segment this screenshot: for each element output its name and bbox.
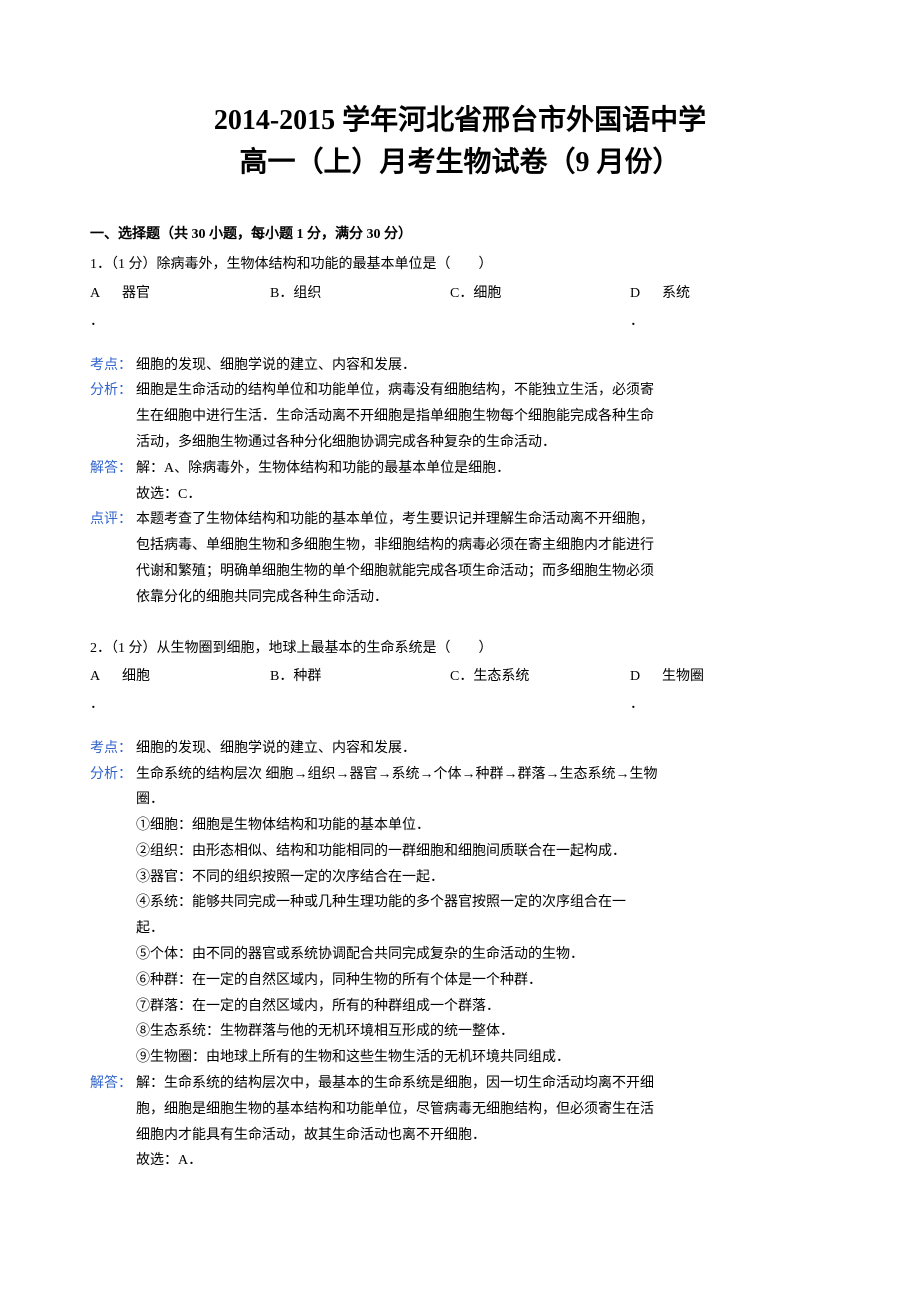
q2-opt-d-text: 生物圈: [662, 666, 810, 688]
q2-fenxi-l2: 圈．: [90, 788, 830, 812]
q1-dianping-l2: 包括病毒、单细胞生物和多细胞生物，非细胞结构的病毒必须在寄主细胞内才能进行: [90, 534, 830, 558]
q1-fenxi-l3: 活动，多细胞生物通过各种分化细胞协调完成各种复杂的生命活动．: [90, 431, 830, 455]
q2-fenxi-l8: ⑤个体：由不同的器官或系统协调配合共同完成复杂的生命活动的生物．: [90, 943, 830, 967]
q1-options: A 器官 B．组织 C．细胞 D 系统: [90, 283, 830, 305]
q2-jieda-l3: 细胞内才能具有生命活动，故其生命活动也离不开细胞．: [90, 1124, 830, 1148]
q2-fenxi-l9: ⑥种群：在一定的自然区域内，同种生物的所有个体是一个种群．: [90, 969, 830, 993]
q1-opt-d-text: 系统: [662, 283, 810, 305]
q2-text: 2．（1 分）从生物圈到细胞，地球上最基本的生命系统是（ ）: [90, 638, 830, 660]
jieda-label: 解答：: [90, 1072, 136, 1096]
q2-kaodian: 细胞的发现、细胞学说的建立、内容和发展．: [136, 737, 830, 761]
q1-jieda-l1: 解：A、除病毒外，生物体结构和功能的最基本单位是细胞．: [136, 457, 830, 481]
q1-opt-b: B．组织: [270, 283, 450, 305]
q2-dot-d: ．: [630, 694, 662, 716]
q2-fenxi-l7: 起．: [90, 917, 830, 941]
q2-dot-row: ． ．: [90, 694, 830, 716]
q1-fenxi-l2: 生在细胞中进行生活．生命活动离不开细胞是指单细胞生物每个细胞能完成各种生命: [90, 405, 830, 429]
title-line-1: 2014-2015 学年河北省邢台市外国语中学: [214, 105, 706, 136]
jieda-label: 解答：: [90, 457, 136, 481]
q2-fenxi-l6: ④系统：能够共同完成一种或几种生理功能的多个器官按照一定的次序组合在一: [90, 891, 830, 915]
q2-jieda-l4: 故选：A．: [90, 1149, 830, 1173]
q1-text: 1．（1 分）除病毒外，生物体结构和功能的最基本单位是（ ）: [90, 254, 830, 276]
q2-fenxi-l10: ⑦群落：在一定的自然区域内，所有的种群组成一个群落．: [90, 995, 830, 1019]
q1-kaodian: 细胞的发现、细胞学说的建立、内容和发展．: [136, 354, 830, 378]
q1-dianping-l1: 本题考查了生物体结构和功能的基本单位，考生要识记并理解生命活动离不开细胞，: [136, 508, 830, 532]
q1-fenxi-l1: 细胞是生命活动的结构单位和功能单位，病毒没有细胞结构，不能独立生活，必须寄: [136, 379, 830, 403]
kaodian-label: 考点：: [90, 737, 136, 761]
q2-fenxi-l5: ③器官：不同的组织按照一定的次序结合在一起．: [90, 866, 830, 890]
q2-opt-b: B．种群: [270, 666, 450, 688]
title-line-2: 高一（上）月考生物试卷（9 月份）: [239, 147, 680, 178]
fenxi-label: 分析：: [90, 379, 136, 403]
q1-opt-c: C．细胞: [450, 283, 630, 305]
q2-options: A 细胞 B．种群 C．生态系统 D 生物圈: [90, 666, 830, 688]
q2-dot-a: ．: [90, 694, 122, 716]
q2-opt-d-label: D: [630, 666, 662, 688]
q1-analysis: 考点： 细胞的发现、细胞学说的建立、内容和发展． 分析： 细胞是生命活动的结构单…: [90, 354, 830, 610]
q2-jieda-l2: 胞，细胞是细胞生物的基本结构和功能单位，尽管病毒无细胞结构，但必须寄生在活: [90, 1098, 830, 1122]
q2-opt-c: C．生态系统: [450, 666, 630, 688]
q1-opt-d-label: D: [630, 283, 662, 305]
q1-dot-row: ． ．: [90, 311, 830, 333]
q1-dot-d: ．: [630, 311, 662, 333]
q2-fenxi-l1: 生命系统的结构层次 细胞→组织→器官→系统→个体→种群→群落→生态系统→生物: [136, 763, 830, 787]
q1-dot-a: ．: [90, 311, 122, 333]
q2-opt-a-label: A: [90, 666, 122, 688]
exam-title: 2014-2015 学年河北省邢台市外国语中学 高一（上）月考生物试卷（9 月份…: [90, 100, 830, 184]
dianping-label: 点评：: [90, 508, 136, 532]
q1-dianping-l3: 代谢和繁殖；明确单细胞生物的单个细胞就能完成各项生命活动；而多细胞生物必须: [90, 560, 830, 584]
q2-jieda-l1: 解：生命系统的结构层次中，最基本的生命系统是细胞，因一切生命活动均离不开细: [136, 1072, 830, 1096]
q2-fenxi-l3: ①细胞：细胞是生物体结构和功能的基本单位．: [90, 814, 830, 838]
q2-analysis: 考点： 细胞的发现、细胞学说的建立、内容和发展． 分析： 生命系统的结构层次 细…: [90, 737, 830, 1174]
q2-opt-a-text: 细胞: [122, 666, 270, 688]
q2-fenxi-l12: ⑨生物圈：由地球上所有的生物和这些生物生活的无机环境共同组成．: [90, 1046, 830, 1070]
q2-fenxi-l4: ②组织：由形态相似、结构和功能相同的一群细胞和细胞间质联合在一起构成．: [90, 840, 830, 864]
fenxi-label: 分析：: [90, 763, 136, 787]
q1-opt-a-label: A: [90, 283, 122, 305]
kaodian-label: 考点：: [90, 354, 136, 378]
q2-fenxi-l11: ⑧生态系统：生物群落与他的无机环境相互形成的统一整体．: [90, 1020, 830, 1044]
q1-jieda-l2: 故选：C．: [90, 483, 830, 507]
section-header: 一、选择题（共 30 小题，每小题 1 分，满分 30 分）: [90, 224, 830, 246]
q1-dianping-l4: 依靠分化的细胞共同完成各种生命活动．: [90, 586, 830, 610]
q1-opt-a-text: 器官: [122, 283, 270, 305]
